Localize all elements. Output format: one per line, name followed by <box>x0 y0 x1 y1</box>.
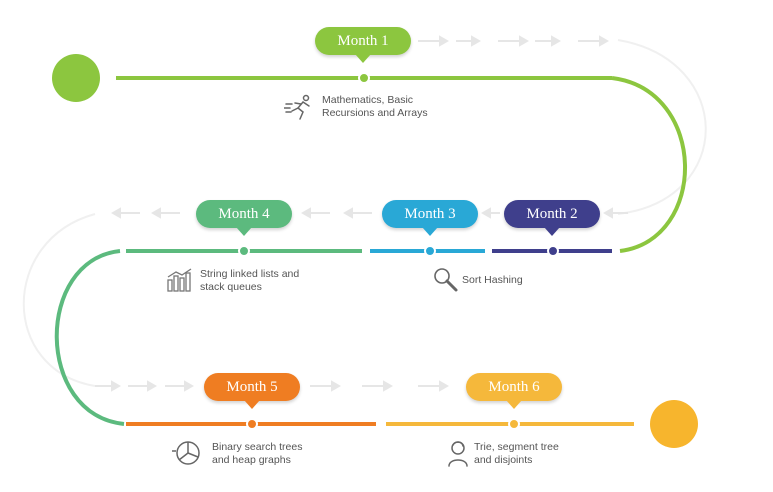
track-curve-left <box>54 249 125 426</box>
arrows-row-2 <box>110 207 628 219</box>
pie-chart-icon <box>172 441 200 465</box>
magnifier-icon <box>434 268 458 292</box>
end-circle <box>650 400 698 448</box>
start-circle <box>52 54 100 102</box>
topic-month-1: Mathematics, Basic Recursions and Arrays <box>322 94 428 119</box>
topic-month-6: Trie, segment tree and disjoints <box>474 441 559 466</box>
month-4-bubble: Month 4 <box>196 200 292 236</box>
arrows-row-1 <box>418 35 610 47</box>
topic-month-3: Sort Hashing <box>462 274 523 286</box>
running-person-icon <box>284 94 310 120</box>
milestone-dot-6 <box>508 418 520 430</box>
month-5-bubble: Month 5 <box>204 373 300 409</box>
milestone-dot-3 <box>424 245 436 257</box>
month-1-bubble: Month 1 <box>315 27 411 63</box>
milestone-dot-4 <box>238 245 250 257</box>
month-2-bubble: Month 2 <box>504 200 600 236</box>
bar-chart-icon <box>167 268 192 292</box>
arrows-row-3 <box>95 380 450 392</box>
milestone-dot-1 <box>358 72 370 84</box>
person-icon <box>448 441 468 467</box>
month-6-bubble: Month 6 <box>466 373 562 409</box>
track-curve-right <box>611 76 687 253</box>
topic-month-5: Binary search trees and heap graphs <box>212 441 303 466</box>
month-3-bubble: Month 3 <box>382 200 478 236</box>
guide-curve-right <box>617 39 707 215</box>
milestone-dot-2 <box>547 245 559 257</box>
topic-month-4: String linked lists and stack queues <box>200 268 300 293</box>
milestone-dot-5 <box>246 418 258 430</box>
